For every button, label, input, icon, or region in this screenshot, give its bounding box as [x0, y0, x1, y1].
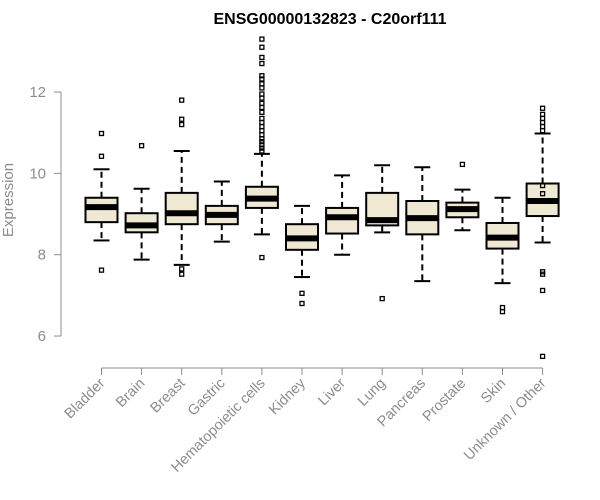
outlier-point	[179, 97, 185, 103]
outlier-point	[259, 54, 265, 61]
outlier-point	[259, 73, 265, 79]
y-axis-label: Expression	[0, 163, 17, 237]
box-group	[485, 196, 520, 315]
outlier-point	[259, 44, 265, 50]
x-tick-label: Kidney	[266, 375, 309, 418]
x-tick-label: Breast	[148, 376, 189, 417]
outlier-point	[499, 304, 506, 311]
outlier-point	[259, 115, 265, 122]
outlier-point	[539, 127, 546, 134]
box-iqr	[325, 206, 360, 235]
outlier-point	[259, 109, 265, 115]
outlier-point	[179, 116, 185, 122]
outlier-point	[259, 91, 265, 97]
outlier-point	[459, 161, 466, 168]
outlier-point	[539, 353, 546, 360]
box-group	[84, 130, 119, 273]
y-axis: 6 8 10 12	[29, 84, 62, 345]
outlier-point	[539, 182, 546, 189]
outlier-point	[499, 308, 506, 315]
outlier-point	[539, 115, 546, 122]
chart-title: ENSG00000132823 - C20orf111	[213, 11, 446, 28]
outlier-point	[299, 300, 305, 307]
outlier-point	[539, 191, 546, 197]
outlier-point	[259, 145, 265, 151]
outlier-point	[299, 290, 305, 296]
outlier-point	[259, 136, 265, 142]
outlier-point	[98, 130, 105, 137]
box-iqr	[164, 191, 199, 226]
x-tick-label: Brain	[113, 376, 148, 411]
outlier-point	[539, 119, 546, 126]
box-group	[124, 143, 159, 261]
y-tick-label: 12	[29, 84, 46, 101]
outlier-point	[259, 95, 265, 101]
box-group	[204, 180, 239, 243]
y-tick-label: 8	[38, 247, 46, 264]
outlier-point	[539, 287, 546, 294]
box-group	[325, 174, 360, 256]
outlier-point	[259, 60, 265, 67]
outlier-point	[259, 104, 265, 111]
box-group	[164, 97, 199, 277]
outlier-point	[179, 121, 185, 128]
x-tick-label: Lung	[355, 376, 389, 410]
box-group	[244, 36, 279, 261]
x-tick-label: Prostate	[420, 376, 469, 425]
outlier-point	[539, 123, 546, 130]
outlier-point	[138, 143, 145, 149]
box-group	[405, 166, 440, 283]
y-tick-label: 10	[29, 165, 46, 182]
outlier-point	[259, 81, 265, 87]
outlier-point	[259, 76, 265, 82]
box-group	[285, 204, 319, 307]
outlier-point	[98, 153, 105, 159]
outlier-point	[259, 119, 265, 126]
outlier-point	[259, 142, 265, 148]
y-tick-label: 6	[38, 328, 46, 345]
box-group	[525, 105, 560, 360]
x-tick-label: Skin	[478, 376, 509, 407]
outlier-point	[179, 266, 185, 272]
outlier-point	[259, 254, 265, 261]
x-tick-label: Bladder	[62, 375, 109, 422]
outlier-point	[539, 105, 546, 111]
x-tick-label: Liver	[315, 375, 349, 409]
outlier-point	[259, 138, 265, 145]
plot-area	[84, 36, 560, 360]
outlier-point	[259, 148, 265, 154]
outlier-point	[539, 111, 546, 118]
outlier-point	[259, 85, 265, 91]
outlier-point	[259, 36, 265, 42]
outlier-point	[379, 295, 385, 302]
outlier-point	[259, 123, 265, 130]
box-group	[365, 164, 400, 302]
outlier-point	[259, 132, 265, 138]
outlier-point	[98, 267, 105, 273]
outlier-point	[259, 100, 265, 107]
outlier-point	[259, 127, 265, 134]
outlier-point	[539, 269, 546, 275]
outlier-point	[179, 271, 185, 277]
box-group	[445, 161, 480, 232]
